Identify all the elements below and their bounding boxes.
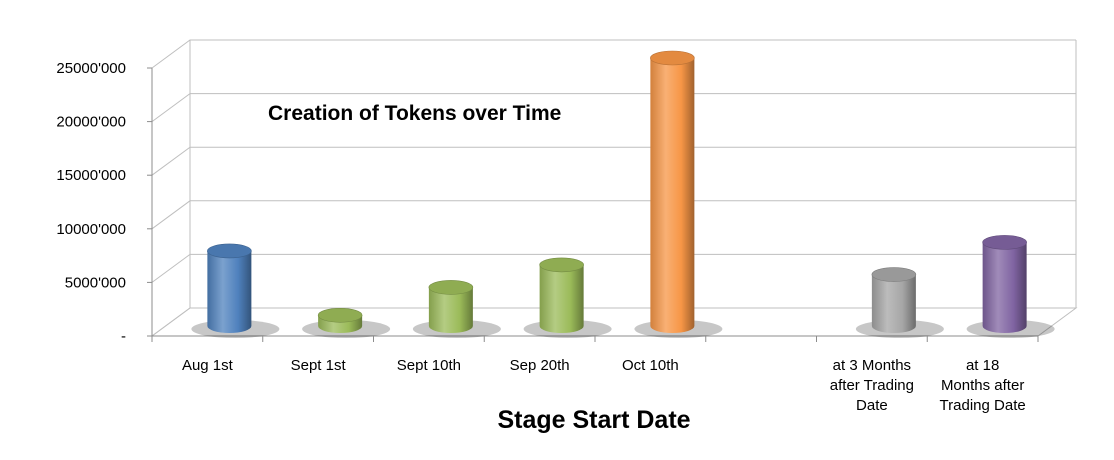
category-label: Date [856,397,888,414]
chart-walls [152,40,1076,336]
bar-top [983,235,1027,249]
gridline [152,254,1076,282]
chart-title: Creation of Tokens over Time [268,102,561,125]
bar [207,244,251,333]
bar-top [872,268,916,282]
bar-top [429,280,473,294]
category-label: Trading Date [940,397,1026,414]
y-tick-label: 20000'000 [56,114,126,131]
y-tick-label: 25000'000 [56,60,126,77]
category-label: Oct 10th [622,357,679,374]
bar [540,258,584,333]
bar [318,308,362,333]
category-label: Sept 10th [397,357,461,374]
y-tick-label: 5000'000 [65,274,126,291]
y-axis-ticks: - 5000'000 10000'000 15000'000 20000'000 2500… [56,60,126,345]
bar-body [650,58,694,333]
bar-body [872,275,916,333]
y-tick-label: 10000'000 [56,221,126,238]
gridlines [152,40,1076,336]
bar [650,51,694,333]
bar-body [207,251,251,333]
gridline [152,40,1076,68]
x-axis-title: Stage Start Date [497,406,690,434]
category-label: at 18 [966,357,999,374]
bar-top [207,244,251,258]
bar-body [540,265,584,333]
bar [872,268,916,333]
y-tick-label: 15000'000 [56,167,126,184]
category-label: at 3 Months [833,357,911,374]
bar-body [983,242,1027,333]
bar [983,235,1027,333]
category-label: Aug 1st [182,357,234,374]
y-tick-label: - [121,328,126,345]
bar-top [650,51,694,65]
category-label: Sep 20th [510,357,570,374]
bar-top [540,258,584,272]
gridline [152,201,1076,229]
category-label: Months after [941,377,1024,394]
category-label: after Trading [830,377,914,394]
gridline [152,147,1076,175]
bar [429,280,473,333]
bar-top [318,308,362,322]
category-label: Sept 1st [291,357,347,374]
